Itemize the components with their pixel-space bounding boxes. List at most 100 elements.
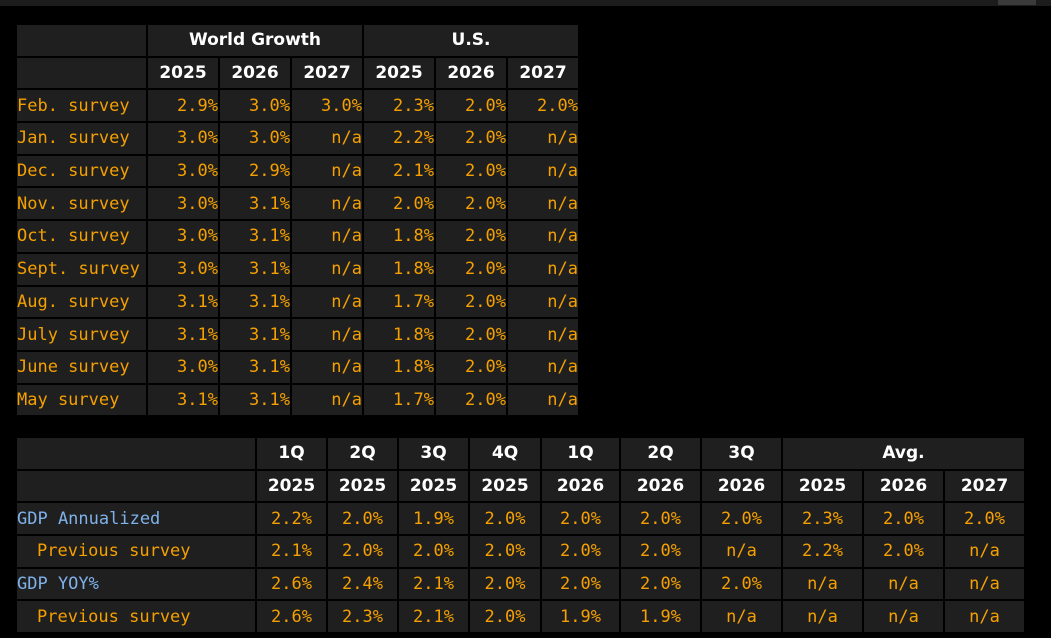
year-header: 2026 bbox=[542, 471, 619, 502]
quarter-header-row: 1Q 2Q 3Q 4Q 1Q 2Q 3Q Avg. bbox=[17, 438, 1024, 469]
table-row: Previous survey 2.6% 2.3% 2.1% 2.0% 1.9% 1.9% n… bbox=[17, 601, 1024, 632]
value-cell: n/a bbox=[508, 221, 578, 252]
year-header: 2025 bbox=[148, 58, 218, 89]
value-cell: 1.9% bbox=[621, 601, 700, 632]
value-cell: n/a bbox=[508, 287, 578, 318]
value-cell: 2.0% bbox=[621, 503, 700, 534]
row-label: May survey bbox=[17, 385, 146, 416]
year-header: 2026 bbox=[220, 58, 290, 89]
value-cell: 2.0% bbox=[436, 385, 506, 416]
value-cell: n/a bbox=[945, 536, 1024, 567]
table-row: Oct. survey 3.0% 3.1% n/a 1.8% 2.0% n/a bbox=[17, 221, 578, 252]
value-cell: 1.8% bbox=[364, 319, 434, 350]
row-label: June survey bbox=[17, 352, 146, 383]
group-header-row: World Growth U.S. bbox=[17, 25, 578, 56]
year-header: 2027 bbox=[292, 58, 362, 89]
corner-cell bbox=[17, 58, 146, 89]
value-cell: 3.0% bbox=[148, 221, 218, 252]
value-cell: n/a bbox=[702, 536, 781, 567]
value-cell: 1.7% bbox=[364, 385, 434, 416]
row-label: Previous survey bbox=[17, 536, 255, 567]
value-cell: 3.0% bbox=[148, 188, 218, 219]
value-cell: 2.0% bbox=[436, 254, 506, 285]
quarter-header: 1Q bbox=[257, 438, 326, 469]
value-cell: n/a bbox=[292, 123, 362, 154]
value-cell: 2.0% bbox=[470, 536, 540, 567]
value-cell: 2.0% bbox=[702, 503, 781, 534]
average-header: Avg. bbox=[783, 438, 1024, 469]
year-header: 2027 bbox=[508, 58, 578, 89]
quarter-header: 3Q bbox=[702, 438, 781, 469]
value-cell: 3.0% bbox=[292, 90, 362, 121]
value-cell: 1.8% bbox=[364, 254, 434, 285]
value-cell: n/a bbox=[945, 601, 1024, 632]
year-header: 2025 bbox=[470, 471, 540, 502]
table-row: Feb. survey 2.9% 3.0% 3.0% 2.3% 2.0% 2.0% bbox=[17, 90, 578, 121]
value-cell: 2.0% bbox=[621, 536, 700, 567]
year-header: 2025 bbox=[257, 471, 326, 502]
value-cell: 2.0% bbox=[328, 503, 397, 534]
table-row: Jan. survey 3.0% 3.0% n/a 2.2% 2.0% n/a bbox=[17, 123, 578, 154]
year-header: 2025 bbox=[783, 471, 862, 502]
value-cell: 1.9% bbox=[399, 503, 468, 534]
row-label: Jan. survey bbox=[17, 123, 146, 154]
value-cell: 2.0% bbox=[436, 352, 506, 383]
value-cell: 3.0% bbox=[148, 156, 218, 187]
year-header: 2025 bbox=[328, 471, 397, 502]
value-cell: 2.0% bbox=[436, 156, 506, 187]
row-label: Oct. survey bbox=[17, 221, 146, 252]
table-row: Sept. survey 3.0% 3.1% n/a 1.8% 2.0% n/a bbox=[17, 254, 578, 285]
value-cell: 2.0% bbox=[364, 188, 434, 219]
value-cell: 2.0% bbox=[864, 503, 943, 534]
value-cell: n/a bbox=[292, 352, 362, 383]
table-row: Aug. survey 3.1% 3.1% n/a 1.7% 2.0% n/a bbox=[17, 287, 578, 318]
us-header: U.S. bbox=[364, 25, 578, 56]
value-cell: n/a bbox=[292, 221, 362, 252]
value-cell: 2.0% bbox=[470, 569, 540, 600]
gdp-forecast-table: 1Q 2Q 3Q 4Q 1Q 2Q 3Q Avg. 2025 2025 2025… bbox=[15, 436, 1026, 634]
value-cell: 2.0% bbox=[945, 503, 1024, 534]
year-header: 2025 bbox=[399, 471, 468, 502]
value-cell: 2.1% bbox=[364, 156, 434, 187]
year-header: 2026 bbox=[436, 58, 506, 89]
year-header: 2027 bbox=[945, 471, 1024, 502]
value-cell: 2.0% bbox=[436, 319, 506, 350]
row-label: Feb. survey bbox=[17, 90, 146, 121]
value-cell: 2.6% bbox=[257, 569, 326, 600]
row-label: Dec. survey bbox=[17, 156, 146, 187]
value-cell: n/a bbox=[292, 156, 362, 187]
value-cell: 2.0% bbox=[542, 569, 619, 600]
value-cell: 1.8% bbox=[364, 221, 434, 252]
value-cell: 2.1% bbox=[399, 569, 468, 600]
year-header: 2026 bbox=[621, 471, 700, 502]
value-cell: 3.0% bbox=[148, 352, 218, 383]
table-row: Nov. survey 3.0% 3.1% n/a 2.0% 2.0% n/a bbox=[17, 188, 578, 219]
table-row: GDP YOY% 2.6% 2.4% 2.1% 2.0% 2.0% 2.0% 2.0% n/a n… bbox=[17, 569, 1024, 600]
table-row: July survey 3.1% 3.1% n/a 1.8% 2.0% n/a bbox=[17, 319, 578, 350]
value-cell: 1.9% bbox=[542, 601, 619, 632]
value-cell: 2.0% bbox=[399, 536, 468, 567]
value-cell: 1.7% bbox=[364, 287, 434, 318]
value-cell: 2.2% bbox=[783, 536, 862, 567]
value-cell: 2.9% bbox=[220, 156, 290, 187]
value-cell: 3.1% bbox=[220, 287, 290, 318]
row-label: Sept. survey bbox=[17, 254, 146, 285]
table-row: Previous survey 2.1% 2.0% 2.0% 2.0% 2.0% 2.0% n… bbox=[17, 536, 1024, 567]
survey-forecast-table: World Growth U.S. 2025 2026 2027 2025 20… bbox=[15, 23, 580, 417]
value-cell: 3.0% bbox=[220, 123, 290, 154]
value-cell: 3.1% bbox=[220, 221, 290, 252]
value-cell: 3.1% bbox=[220, 352, 290, 383]
quarter-header: 4Q bbox=[470, 438, 540, 469]
value-cell: 2.0% bbox=[436, 123, 506, 154]
value-cell: 2.0% bbox=[621, 569, 700, 600]
window-control-button[interactable] bbox=[998, 0, 1036, 5]
row-label: Aug. survey bbox=[17, 287, 146, 318]
value-cell: n/a bbox=[292, 319, 362, 350]
row-label: Previous survey bbox=[17, 601, 255, 632]
value-cell: 2.3% bbox=[783, 503, 862, 534]
value-cell: n/a bbox=[508, 254, 578, 285]
value-cell: 3.1% bbox=[148, 319, 218, 350]
value-cell: n/a bbox=[292, 287, 362, 318]
year-header: 2025 bbox=[364, 58, 434, 89]
value-cell: n/a bbox=[864, 601, 943, 632]
